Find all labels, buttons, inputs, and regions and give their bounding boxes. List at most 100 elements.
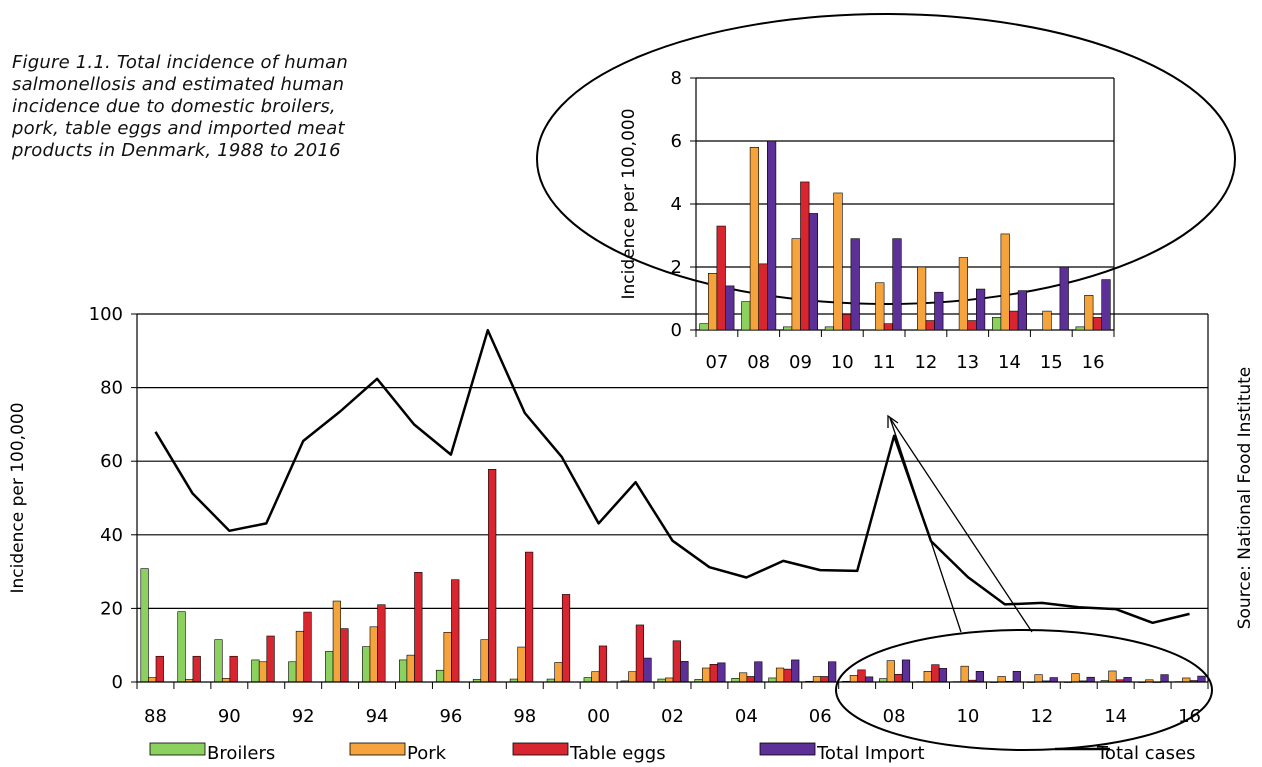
bar-broilers [288,661,297,683]
legend-label-total-import: Total Import [816,743,925,764]
inset-bar-broilers [741,301,751,331]
x-tick-label: 92 [292,706,315,727]
inset-bar-table-eggs [841,313,852,331]
bar-pork [369,626,378,683]
bar-total-import [938,668,948,683]
inset-bar-total-import [808,213,818,331]
bar-table-eggs [525,551,534,683]
y-tick-label: 100 [89,304,123,325]
bar-pork [517,646,526,683]
inset-bar-broilers [1075,326,1085,331]
x-tick-label: 98 [513,706,536,727]
bar-total-import [680,661,689,683]
large-zoom-ellipse [536,13,1236,305]
bar-table-eggs [377,604,386,683]
x-tick-label: 14 [1104,706,1127,727]
bar-pork [1182,677,1191,683]
inset-bar-total-import [725,285,735,331]
bar-table-eggs [709,664,718,683]
inset-x-tick-label: 13 [956,352,979,373]
inset-x-tick-label: 07 [705,352,728,373]
zoom-ellipses [536,13,1236,751]
bar-pork [1108,670,1117,683]
inset-bar-table-eggs [800,181,810,331]
x-tick-label: 90 [218,706,241,727]
inset-bar-broilers [699,323,709,331]
inset-x-tick-label: 08 [747,352,770,373]
source-label: Source: National Food Institute [1235,367,1255,630]
inset-bar-total-import [975,288,986,331]
inset-bar-table-eggs [883,323,893,331]
inset-x-tick-label: 11 [873,352,896,373]
inset-bar-broilers [824,326,834,331]
zoom-arrow-head [887,414,899,428]
bar-pork [849,675,858,683]
bar-pork [738,672,748,683]
inset-bar-pork [749,147,759,331]
bar-table-eggs [414,572,423,683]
bar-pork [554,662,563,683]
bar-pork [332,600,341,683]
x-tick-label: 00 [587,706,610,727]
bar-pork [1034,674,1043,683]
y-tick-label: 0 [112,672,123,693]
bar-pork [628,671,637,683]
x-tick-label: 10 [956,706,979,727]
inset-bar-table-eggs [1092,317,1102,331]
x-tick-label: 12 [1030,706,1053,727]
bar-pork [258,661,268,683]
inset-bar-table-eggs [1009,310,1019,331]
inset-x-tick-label: 15 [1040,352,1063,373]
bar-table-eggs [488,468,497,683]
bar-pork [702,667,711,683]
bar-broilers [177,611,186,683]
bar-pork [923,671,932,683]
legend-swatch-broilers [149,742,206,756]
inset-bar-total-import [934,291,944,331]
small-zoom-ellipse [835,629,1213,751]
bar-total-import [975,671,984,683]
zoom-arrow-line [889,417,1033,633]
main-x-tick-labels: 88 90 92 94 96 98 00 02 04 06 08 10 12 14 16 [144,706,1201,727]
inset-x-tick-label: 14 [998,352,1021,373]
bar-table-eggs [340,628,349,683]
bar-total-import [1123,677,1132,683]
main-axes [131,313,1209,689]
y-tick-label: 40 [100,525,123,546]
bar-table-eggs [303,611,312,683]
bar-table-eggs [155,655,164,683]
inset-bar-pork [875,282,885,331]
inset-bar-table-eggs [758,263,768,331]
bar-broilers [435,669,445,683]
y-tick-label: 20 [100,598,123,619]
inset-bar-pork [1000,233,1010,331]
inset-bar-pork [1042,310,1052,331]
inset-bar-pork [1084,295,1094,331]
legend-label-total-cases: Total cases [1096,743,1196,764]
bar-total-import [828,661,837,683]
bar-total-import [717,662,726,683]
bar-table-eggs [598,645,608,683]
bar-total-import [1197,675,1206,683]
inset-y-tick-label: 8 [671,68,682,89]
bar-total-import [1086,676,1095,683]
bar-broilers [583,677,592,683]
x-tick-label: 08 [883,706,906,727]
bar-total-import [901,659,911,683]
bar-broilers [325,651,334,683]
bar-pork [665,677,674,683]
bar-table-eggs [857,669,866,683]
inset-y-axis-label: Incidence per 100,000 [619,108,639,299]
bar-table-eggs [820,676,829,683]
bar-total-import [1012,671,1021,683]
bar-pork [886,660,895,683]
line-total-cases [154,328,1190,625]
bar-total-import [1160,674,1169,683]
inset-bar-total-import [766,140,777,331]
bar-table-eggs [746,676,755,683]
main-y-axis-label: Incidence per 100,000 [8,402,28,593]
bar-table-eggs [672,640,681,683]
bar-total-import [1049,677,1058,683]
inset-bar-total-import [850,238,860,331]
bar-pork [406,654,415,683]
